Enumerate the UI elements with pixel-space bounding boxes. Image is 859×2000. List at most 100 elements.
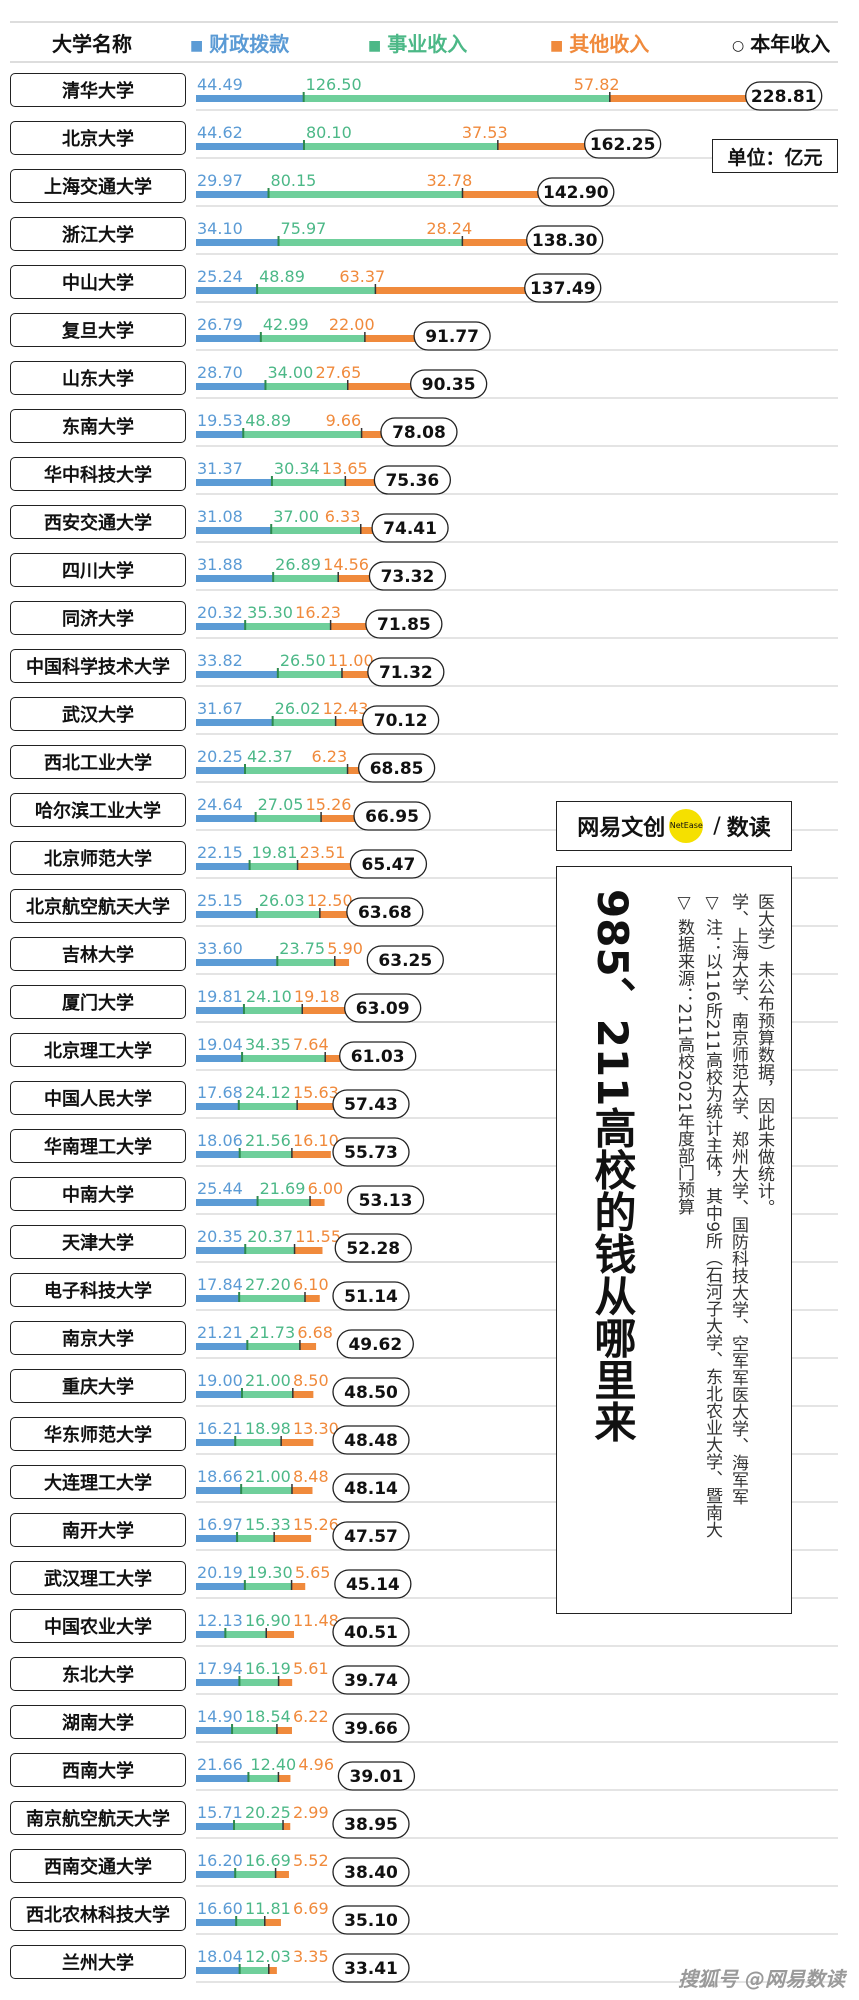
bar-fiscal: [196, 1919, 237, 1926]
watermark: 搜狐号 @网易数读: [678, 1967, 845, 1991]
label-fiscal: 17.94: [197, 1659, 243, 1678]
label-fiscal: 21.21: [197, 1323, 243, 1342]
label-total: 68.85: [370, 759, 424, 779]
label-other: 2.99: [293, 1803, 329, 1822]
bar-fiscal: [196, 431, 244, 438]
bar-fiscal: [196, 1631, 226, 1638]
bar-business: [277, 959, 335, 966]
label-fiscal: 26.79: [197, 315, 243, 334]
label-total: 39.66: [344, 1719, 398, 1739]
total-pill: [332, 1521, 410, 1551]
label-total: 138.30: [532, 231, 598, 251]
label-business: 26.03: [259, 891, 305, 910]
total-pill: [346, 1185, 425, 1215]
label-total: 65.47: [362, 855, 416, 875]
label-other: 5.90: [327, 939, 363, 958]
label-fiscal: 17.68: [197, 1083, 243, 1102]
label-business: 18.54: [245, 1707, 291, 1726]
bar-business: [245, 1247, 295, 1254]
label-business: 126.50: [306, 75, 362, 94]
bar-fiscal: [196, 767, 246, 774]
university-name: 北京大学: [10, 121, 186, 155]
bar-business: [236, 1919, 265, 1926]
label-business: 16.19: [245, 1659, 291, 1678]
bar-business: [243, 431, 362, 438]
label-fiscal: 31.88: [197, 555, 243, 574]
bar-business: [239, 1151, 292, 1158]
label-business: 26.02: [275, 699, 321, 718]
label-total: 63.09: [356, 999, 410, 1019]
bar-fiscal: [196, 575, 274, 582]
label-business: 42.37: [247, 747, 293, 766]
label-business: 12.40: [250, 1755, 296, 1774]
label-fiscal: 20.19: [197, 1563, 243, 1582]
bar-fiscal: [196, 1247, 246, 1254]
label-other: 22.00: [329, 315, 375, 334]
bar-business: [232, 1727, 277, 1734]
bar-other: [268, 1967, 277, 1974]
label-business: 21.69: [260, 1179, 306, 1198]
bar-fiscal: [196, 959, 278, 966]
bar-business: [239, 1295, 305, 1302]
label-total: 45.14: [346, 1575, 400, 1595]
label-fiscal: 25.44: [197, 1179, 243, 1198]
label-other: 3.35: [293, 1947, 329, 1966]
total-pill: [332, 1953, 410, 1983]
label-business: 27.05: [258, 795, 304, 814]
bar-fiscal: [196, 1823, 235, 1830]
bar-fiscal: [196, 1151, 240, 1158]
legend-total-label: 本年收入: [750, 32, 831, 56]
label-business: 23.75: [279, 939, 325, 958]
bar-fiscal: [196, 671, 278, 678]
bar-fiscal: [196, 383, 266, 390]
label-total: 90.35: [422, 375, 476, 395]
bar-business: [271, 527, 361, 534]
bar-other: [275, 1871, 289, 1878]
label-business: 20.37: [247, 1227, 293, 1246]
university-name: 南京航空航天大学: [10, 1801, 186, 1835]
label-business: 80.15: [271, 171, 317, 190]
total-pill: [353, 801, 431, 831]
university-name: 湖南大学: [10, 1705, 186, 1739]
brand-logo: 网易文创 NetEase / 数读: [556, 801, 792, 851]
bar-fiscal: [196, 1487, 242, 1494]
total-pill: [745, 81, 823, 111]
label-other: 13.65: [322, 459, 368, 478]
university-name: 厦门大学: [10, 985, 186, 1019]
label-business: 16.69: [245, 1851, 291, 1870]
label-business: 21.00: [245, 1371, 291, 1390]
label-business: 20.25: [245, 1803, 291, 1822]
bar-other: [283, 1823, 291, 1830]
bar-business: [271, 479, 346, 486]
label-fiscal: 18.06: [197, 1131, 243, 1150]
label-fiscal: 16.97: [197, 1515, 243, 1534]
bar-other: [375, 287, 529, 294]
label-other: 6.23: [312, 747, 348, 766]
label-total: 66.95: [365, 807, 419, 827]
bar-other: [294, 1247, 323, 1254]
label-total: 52.28: [346, 1239, 400, 1259]
total-pill: [373, 465, 452, 495]
bar-other: [274, 1535, 312, 1542]
bar-fiscal: [196, 1535, 238, 1542]
brand-name-left: 网易文创: [577, 816, 666, 841]
legend-other-marker: ■: [550, 37, 564, 54]
bar-fiscal: [196, 287, 258, 294]
university-name: 西南大学: [10, 1753, 186, 1787]
label-fiscal: 19.81: [197, 987, 243, 1006]
label-business: 15.33: [245, 1515, 291, 1534]
label-other: 63.37: [339, 267, 385, 286]
bar-other: [609, 95, 750, 102]
bar-fiscal: [196, 335, 261, 342]
total-pill: [332, 1857, 410, 1887]
bar-fiscal: [196, 95, 304, 102]
bar-fiscal: [196, 1391, 242, 1398]
label-other: 12.43: [323, 699, 369, 718]
label-other: 8.48: [293, 1467, 329, 1486]
label-fiscal: 19.53: [197, 411, 243, 430]
legend-fiscal-label: 财政拨款: [209, 32, 290, 56]
label-total: 74.41: [383, 519, 437, 539]
university-name: 电子科技大学: [10, 1273, 186, 1307]
label-fiscal: 17.84: [197, 1275, 243, 1294]
label-fiscal: 16.20: [197, 1851, 243, 1870]
